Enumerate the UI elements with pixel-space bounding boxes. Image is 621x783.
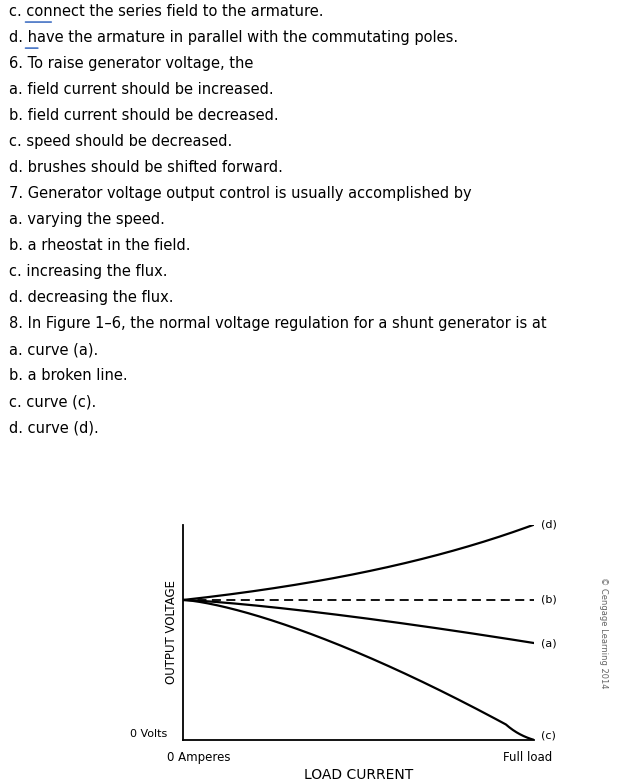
Text: 7. Generator voltage output control is usually accomplished by: 7. Generator voltage output control is u… [9, 186, 597, 201]
Text: Full load: Full load [503, 751, 553, 763]
Text: d. brushes should be shifted forward.: d. brushes should be shifted forward. [9, 160, 283, 175]
Text: c. speed should be decreased.: c. speed should be decreased. [9, 134, 233, 149]
Text: 8. In Figure 1–6, the normal voltage regulation for a shunt generator is at: 8. In Figure 1–6, the normal voltage reg… [9, 316, 621, 331]
Text: (a): (a) [541, 638, 556, 648]
Text: a. varying the speed.: a. varying the speed. [9, 212, 165, 227]
Text: c. curve (c).: c. curve (c). [9, 395, 96, 410]
Text: a. field current should be increased.: a. field current should be increased. [9, 81, 274, 96]
Text: b. a broken line.: b. a broken line. [9, 368, 128, 384]
Text: d. curve (d).: d. curve (d). [9, 420, 99, 435]
Text: (c): (c) [541, 731, 556, 741]
Text: c. connect the series field to the armature.: c. connect the series field to the armat… [9, 4, 324, 19]
Y-axis label: OUTPUT VOLTAGE: OUTPUT VOLTAGE [165, 580, 178, 684]
Text: b. field current should be decreased.: b. field current should be decreased. [9, 108, 279, 123]
Text: a. curve (a).: a. curve (a). [9, 342, 99, 357]
Text: d. decreasing the flux.: d. decreasing the flux. [9, 290, 174, 305]
Text: (d): (d) [541, 520, 557, 529]
Text: c. increasing the flux.: c. increasing the flux. [9, 264, 168, 279]
Text: b. a rheostat in the field.: b. a rheostat in the field. [9, 238, 191, 253]
Text: d. have the armature in parallel with the commutating poles.: d. have the armature in parallel with th… [9, 30, 458, 45]
Text: 0 Volts: 0 Volts [130, 729, 168, 738]
Text: 0 Amperes: 0 Amperes [167, 751, 230, 763]
Text: (b): (b) [541, 595, 557, 605]
Text: 6. To raise generator voltage, the: 6. To raise generator voltage, the [9, 56, 466, 70]
Text: LOAD CURRENT: LOAD CURRENT [304, 768, 413, 782]
Text: © Cengage Learning 2014: © Cengage Learning 2014 [599, 576, 608, 688]
